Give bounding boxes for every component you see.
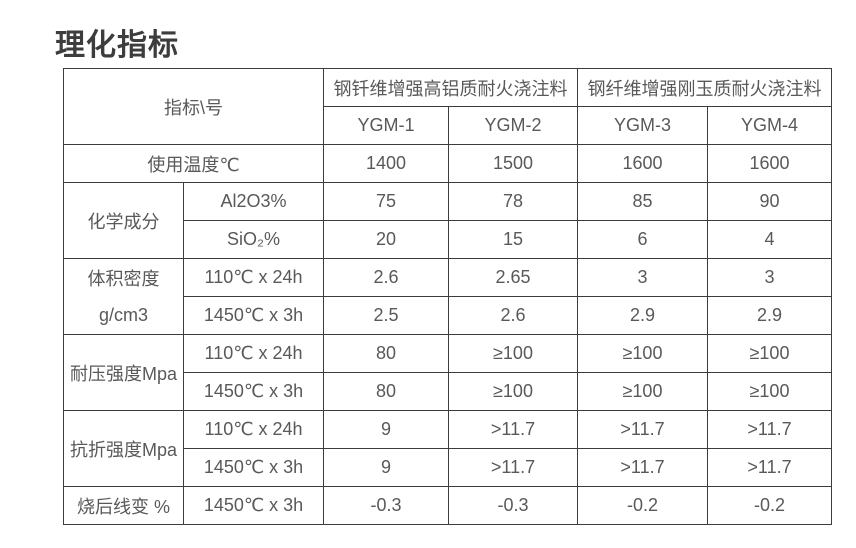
cell-compressive-1450-ygm-2: ≥100 xyxy=(448,372,579,411)
table-row-models: YGM-1 YGM-2 YGM-3 YGM-4 xyxy=(64,106,833,145)
row-sublabel-density-110: 110℃ x 24h xyxy=(182,258,325,297)
row-sublabel-linear-change: 1450℃ x 3h xyxy=(182,486,325,525)
row-sublabel-al2o3: Al2O3% xyxy=(182,182,325,221)
cell-service-temp-ygm-3: 1600 xyxy=(577,144,709,183)
row-sublabel-compressive-1450: 1450℃ x 3h xyxy=(182,372,325,411)
page-title: 理化指标 xyxy=(55,29,179,62)
table-row-sio2: SiO₂% 20 15 6 4 xyxy=(64,220,833,259)
cell-density-110-ygm-1: 2.6 xyxy=(323,258,450,297)
cell-flexural-110-ygm-4: >11.7 xyxy=(707,410,833,449)
table-row-compressive-110: 耐压强度Mpa 110℃ x 24h 80 ≥100 ≥100 ≥100 xyxy=(63,334,833,411)
cell-linear-change-ygm-4: -0.2 xyxy=(707,486,833,525)
model-header-ygm-4: YGM-4 xyxy=(707,106,833,145)
cell-linear-change-ygm-3: -0.2 xyxy=(577,486,709,525)
cell-al2o3-ygm-4: 90 xyxy=(707,182,833,221)
model-header-ygm-3: YGM-3 xyxy=(577,106,709,145)
row-label-chemical: 化学成分 xyxy=(63,182,184,259)
row-label-linear-change: 烧后线变 % xyxy=(63,486,184,525)
cell-compressive-110-ygm-4: ≥100 xyxy=(707,334,833,373)
table-row-group-headers: 指标\号 钢钎维增强高铝质耐火浇注料 钢纤维增强刚玉质耐火浇注料 xyxy=(62,68,833,145)
table-row-al2o3: 化学成分 Al2O3% 75 78 85 90 xyxy=(63,182,833,259)
row-label-service-temp: 使用温度℃ xyxy=(62,144,325,183)
cell-density-1450-ygm-3: 2.9 xyxy=(577,296,709,335)
cell-density-1450-ygm-4: 2.9 xyxy=(707,296,833,335)
cell-flexural-110-ygm-1: 9 xyxy=(323,410,450,449)
cell-flexural-110-ygm-3: >11.7 xyxy=(577,410,709,449)
table-row-compressive-1450: 1450℃ x 3h 80 ≥100 ≥100 ≥100 xyxy=(64,372,833,411)
cell-density-110-ygm-2: 2.65 xyxy=(448,258,579,297)
density-label-line2: g/cm3 xyxy=(98,304,149,325)
cell-compressive-110-ygm-1: 80 xyxy=(323,334,450,373)
group-header-high-alumina: 钢钎维增强高铝质耐火浇注料 xyxy=(323,68,579,107)
row-sublabel-compressive-110: 110℃ x 24h xyxy=(182,334,325,373)
spec-table: 指标\号 钢钎维增强高铝质耐火浇注料 钢纤维增强刚玉质耐火浇注料 YGM-1 Y… xyxy=(62,68,833,525)
row-sublabel-sio2: SiO₂% xyxy=(182,220,325,259)
cell-al2o3-ygm-1: 75 xyxy=(323,182,450,221)
cell-service-temp-ygm-4: 1600 xyxy=(707,144,833,183)
cell-al2o3-ygm-2: 78 xyxy=(448,182,579,221)
row-sublabel-flexural-1450: 1450℃ x 3h xyxy=(182,448,325,487)
row-label-compressive: 耐压强度Mpa xyxy=(63,334,184,411)
row-sublabel-density-1450: 1450℃ x 3h xyxy=(182,296,325,335)
cell-linear-change-ygm-2: -0.3 xyxy=(448,486,579,525)
cell-sio2-ygm-3: 6 xyxy=(577,220,709,259)
density-label-line1: 体积密度 xyxy=(87,268,160,289)
model-header-ygm-1: YGM-1 xyxy=(323,106,450,145)
cell-sio2-ygm-2: 15 xyxy=(448,220,579,259)
cell-service-temp-ygm-2: 1500 xyxy=(448,144,579,183)
cell-sio2-ygm-1: 20 xyxy=(323,220,450,259)
model-header-ygm-2: YGM-2 xyxy=(448,106,579,145)
cell-compressive-110-ygm-3: ≥100 xyxy=(577,334,709,373)
cell-flexural-110-ygm-2: >11.7 xyxy=(448,410,579,449)
table-row-linear-change: 烧后线变 % 1450℃ x 3h -0.3 -0.3 -0.2 -0.2 xyxy=(63,486,833,525)
cell-service-temp-ygm-1: 1400 xyxy=(323,144,450,183)
row-label-flexural: 抗折强度Mpa xyxy=(63,410,184,487)
cell-sio2-ygm-4: 4 xyxy=(707,220,833,259)
table-row-service-temp: 使用温度℃ 1400 1500 1600 1600 xyxy=(62,144,833,183)
row-label-density: 体积密度 g/cm3 xyxy=(63,258,184,335)
cell-density-110-ygm-3: 3 xyxy=(577,258,709,297)
cell-density-1450-ygm-1: 2.5 xyxy=(323,296,450,335)
cell-compressive-110-ygm-2: ≥100 xyxy=(448,334,579,373)
row-sublabel-flexural-110: 110℃ x 24h xyxy=(182,410,325,449)
cell-flexural-1450-ygm-4: >11.7 xyxy=(707,448,833,487)
cell-compressive-1450-ygm-1: 80 xyxy=(323,372,450,411)
cell-compressive-1450-ygm-3: ≥100 xyxy=(577,372,709,411)
cell-density-1450-ygm-2: 2.6 xyxy=(448,296,579,335)
table-row-flexural-1450: 1450℃ x 3h 9 >11.7 >11.7 >11.7 xyxy=(64,448,833,487)
cell-compressive-1450-ygm-4: ≥100 xyxy=(707,372,833,411)
cell-al2o3-ygm-3: 85 xyxy=(577,182,709,221)
cell-flexural-1450-ygm-1: 9 xyxy=(323,448,450,487)
table-row-flexural-110: 抗折强度Mpa 110℃ x 24h 9 >11.7 >11.7 >11.7 xyxy=(63,410,833,487)
cell-density-110-ygm-4: 3 xyxy=(707,258,833,297)
corner-header-cell: 指标\号 xyxy=(62,68,325,145)
group-header-corundum: 钢纤维增强刚玉质耐火浇注料 xyxy=(577,68,833,107)
table-row-density-110: 体积密度 g/cm3 110℃ x 24h 2.6 2.65 3 3 xyxy=(63,258,833,335)
cell-flexural-1450-ygm-3: >11.7 xyxy=(577,448,709,487)
cell-flexural-1450-ygm-2: >11.7 xyxy=(448,448,579,487)
cell-linear-change-ygm-1: -0.3 xyxy=(323,486,450,525)
